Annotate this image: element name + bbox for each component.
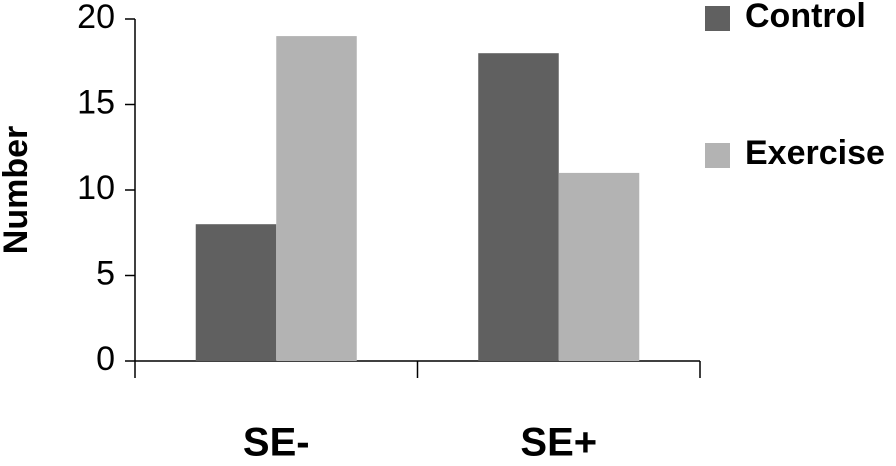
legend-label: Exercise xyxy=(745,134,885,172)
bar xyxy=(478,53,559,361)
x-tick-label: SE- xyxy=(243,421,310,465)
x-tick-label: SE+ xyxy=(520,421,597,465)
y-tick-label: 0 xyxy=(96,340,115,378)
legend-swatch xyxy=(705,143,730,168)
legend-swatch xyxy=(705,6,730,31)
legend-label: Control xyxy=(745,0,866,35)
bar xyxy=(558,172,640,361)
y-tick-label: 20 xyxy=(77,0,115,36)
y-axis-label: Number xyxy=(0,126,35,254)
y-tick-label: 10 xyxy=(77,169,115,207)
y-tick-label: 5 xyxy=(96,254,115,292)
bar xyxy=(276,36,357,361)
y-tick-label: 15 xyxy=(77,83,115,121)
bar xyxy=(195,224,277,361)
